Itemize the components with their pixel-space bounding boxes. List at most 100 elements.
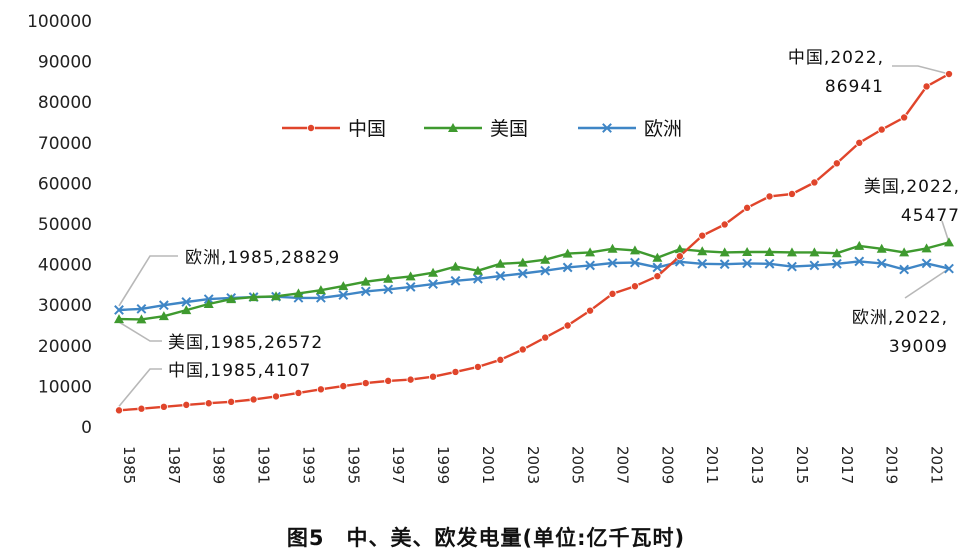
x-tick-label: 1995 (344, 446, 362, 484)
x-tick-label: 2003 (524, 446, 542, 484)
annotation-label: 美国,1985,26572 (168, 333, 323, 353)
data-point (136, 303, 147, 314)
data-point (182, 400, 191, 409)
data-point (652, 252, 663, 262)
y-tick-label: 90000 (38, 53, 92, 73)
x-tick-label: 2001 (479, 446, 497, 484)
data-point (629, 245, 640, 255)
data-point (697, 258, 708, 269)
data-point (921, 243, 932, 253)
data-point (876, 243, 887, 253)
data-point (877, 125, 886, 134)
annotation-label: 86941 (825, 77, 884, 97)
data-point (293, 288, 304, 298)
data-point (608, 289, 617, 298)
y-tick-label: 50000 (38, 215, 92, 235)
data-point (429, 372, 438, 381)
y-tick-label: 10000 (38, 377, 92, 397)
x-tick-label: 2007 (614, 446, 632, 484)
x-tick-label: 2021 (928, 446, 946, 484)
data-point (495, 258, 506, 268)
data-point (563, 321, 572, 330)
data-point (181, 305, 192, 315)
data-point (764, 247, 775, 257)
leader-line (118, 368, 162, 407)
data-point (809, 247, 820, 257)
x-tick-label: 2005 (569, 446, 587, 484)
data-point (294, 388, 303, 397)
data-point (450, 261, 461, 271)
y-tick-label: 60000 (38, 174, 92, 194)
leader-line (941, 220, 950, 243)
data-point (315, 292, 326, 303)
data-point (876, 258, 887, 269)
x-tick-label: 1989 (210, 446, 228, 484)
data-point (809, 260, 820, 271)
data-point (765, 192, 774, 201)
x-tick-label: 2011 (703, 446, 721, 484)
data-point (831, 258, 842, 269)
data-point (115, 406, 124, 415)
data-point (159, 402, 168, 411)
legend-label: 欧洲 (644, 118, 682, 140)
data-point (339, 382, 348, 391)
leader-line (118, 321, 162, 342)
annotation-label: 45477 (901, 206, 960, 226)
data-point (719, 259, 730, 270)
x-tick-label: 1987 (165, 446, 183, 484)
x-tick-label: 1999 (434, 446, 452, 484)
data-point (406, 375, 415, 384)
data-point (719, 247, 730, 257)
data-point (787, 261, 797, 272)
data-point (428, 279, 438, 289)
data-point (495, 271, 506, 281)
legend-label: 中国 (348, 118, 386, 140)
data-point (607, 243, 618, 253)
x-tick-label: 1997 (389, 446, 407, 484)
data-point (854, 240, 865, 250)
data-point (921, 258, 932, 269)
data-point (787, 189, 796, 198)
data-point (674, 244, 685, 254)
data-point (472, 265, 483, 275)
series-line (118, 241, 950, 321)
data-point (562, 248, 573, 258)
data-point (136, 314, 147, 324)
data-point (607, 258, 618, 268)
data-point (585, 260, 595, 271)
data-point (383, 284, 394, 295)
data-point (249, 395, 258, 404)
series-layer (114, 70, 954, 415)
data-point (428, 267, 439, 277)
data-point (764, 258, 775, 269)
y-tick-label: 40000 (38, 256, 92, 276)
x-tick-label: 2017 (838, 446, 856, 484)
data-point (899, 247, 910, 257)
data-point (900, 113, 909, 122)
annotation-label: 欧洲,1985,28829 (185, 248, 340, 268)
annotations: 欧洲,1985,28829 美国,1985,26572 中国,1985,4107 中国… (168, 48, 960, 381)
data-point (922, 82, 931, 91)
line-chart: 0 10000 20000 30000 40000 50000 60000 70000 8000… (27, 12, 960, 484)
y-tick-label: 100000 (27, 12, 92, 32)
data-point (855, 138, 864, 147)
y-axis-ticks: 0 10000 20000 30000 40000 50000 60000 70000 8000… (27, 12, 92, 438)
x-tick-label: 1993 (299, 446, 317, 484)
data-point (831, 248, 842, 258)
data-point (271, 291, 282, 301)
data-point (653, 272, 662, 281)
data-point (832, 159, 841, 168)
y-tick-label: 30000 (38, 296, 92, 316)
x-tick-label: 2019 (883, 446, 901, 484)
data-point (383, 273, 394, 283)
series-1 (114, 237, 954, 324)
data-point (405, 271, 416, 281)
data-point (158, 300, 169, 311)
data-point (630, 257, 640, 268)
data-point (450, 275, 461, 286)
data-point (517, 257, 528, 267)
y-tick-label: 20000 (38, 337, 92, 357)
x-axis-ticks: 1985 1987 1989 1991 1993 1995 1997 1999 2001 2003… (120, 446, 946, 484)
series-line (118, 260, 950, 312)
leader-line (892, 65, 950, 75)
